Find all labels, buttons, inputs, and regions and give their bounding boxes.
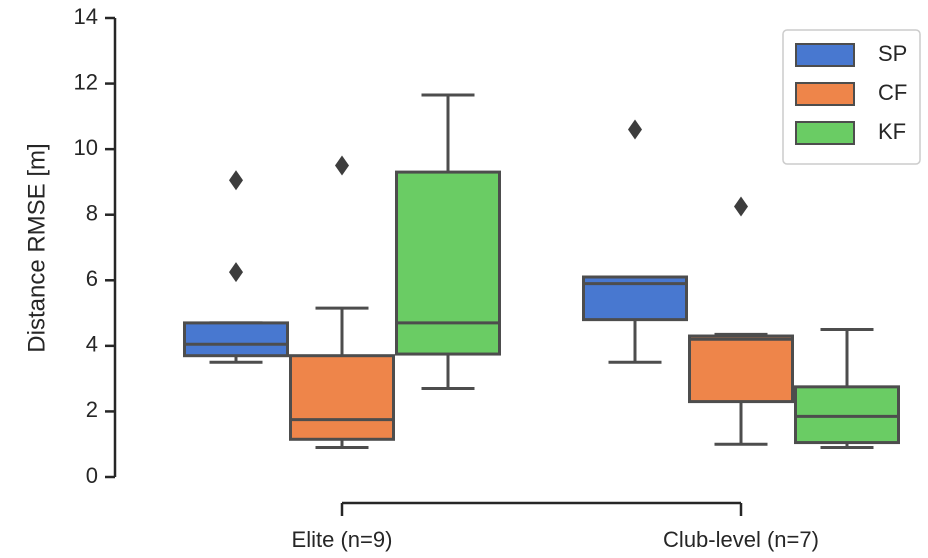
y-tick-label: 2 [86, 397, 98, 422]
y-axis-title: Distance RMSE [m] [23, 143, 50, 352]
box-cf-elite [289, 155, 395, 449]
x-tick-label: Club-level (n=7) [663, 527, 819, 552]
outlier-point [335, 155, 349, 176]
box-cf-club-level [688, 196, 794, 446]
box-body [183, 321, 289, 358]
y-tick-label: 6 [86, 266, 98, 291]
outlier-point [628, 119, 642, 140]
y-tick-label: 10 [74, 135, 98, 160]
x-tick-label: Elite (n=9) [292, 527, 393, 552]
box-sp-elite [183, 170, 289, 364]
legend-label-sp: SP [878, 41, 907, 66]
legend-swatch-cf [795, 82, 855, 106]
outlier-point [229, 262, 243, 283]
box-kf-elite [395, 93, 501, 390]
y-axis: 0 2 4 6 8 10 12 14 [74, 4, 117, 488]
x-axis: Elite (n=9) Club-level (n=7) [292, 501, 819, 552]
box-sp-club-level [582, 119, 688, 364]
box-kf-club-level [794, 327, 900, 449]
y-tick-label: 4 [86, 332, 98, 357]
legend-swatch-kf [795, 121, 855, 145]
box-body [688, 334, 794, 404]
outlier-point [734, 196, 748, 217]
y-tick-label: 14 [74, 4, 98, 29]
box-body [289, 354, 395, 441]
legend-label-cf: CF [878, 80, 907, 105]
box-body [395, 170, 501, 356]
legend: SP CF KF [782, 29, 921, 165]
y-tick-label: 8 [86, 201, 98, 226]
y-tick-label: 12 [74, 69, 98, 94]
plot-area [183, 93, 900, 449]
box-body [794, 385, 900, 445]
outlier-point [229, 170, 243, 191]
y-tick-label: 0 [86, 463, 98, 488]
legend-swatch-sp [795, 43, 855, 67]
legend-label-kf: KF [878, 119, 906, 144]
